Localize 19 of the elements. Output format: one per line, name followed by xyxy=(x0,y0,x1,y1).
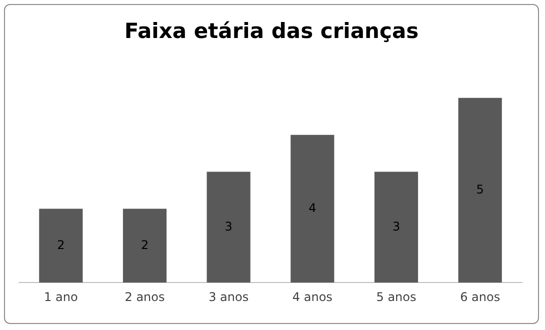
bar xyxy=(374,172,418,283)
data-label: 5 xyxy=(476,182,484,196)
bar xyxy=(290,134,334,283)
x-tick-label: 4 anos xyxy=(292,290,332,304)
bar xyxy=(206,172,250,283)
x-tick-label: 3 anos xyxy=(208,290,249,304)
bar xyxy=(458,98,502,283)
data-label: 3 xyxy=(392,219,400,234)
x-tick-label: 6 anos xyxy=(460,290,500,304)
data-label: 2 xyxy=(57,238,65,252)
bar xyxy=(122,208,167,283)
data-label: 2 xyxy=(140,238,149,252)
x-tick-label: 5 anos xyxy=(376,290,416,304)
data-label: 4 xyxy=(308,200,316,215)
data-label: 3 xyxy=(224,219,232,234)
chart-title: Faixa etária das crianças xyxy=(123,19,420,43)
bar xyxy=(39,208,83,283)
x-tick-label: 1 ano xyxy=(44,290,78,304)
x-tick-label: 2 anos xyxy=(124,290,165,304)
